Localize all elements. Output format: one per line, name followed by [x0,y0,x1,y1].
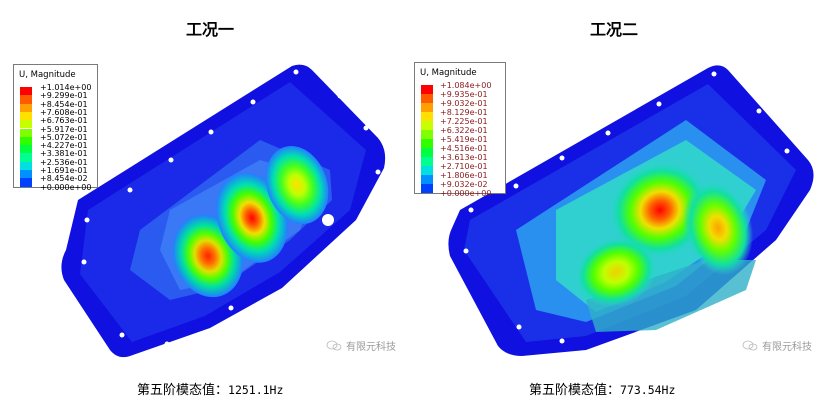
legend-value: +5.917e-01 [40,124,88,134]
legend-value: +9.299e-01 [40,91,88,101]
panel-case-2: 工况二 [414,0,832,410]
legend-value: +8.454e-01 [40,99,88,109]
legend-swatch [20,87,32,96]
watermark-text: 有限元科技 [346,342,396,353]
legend-value: +8.454e-02 [40,174,88,184]
legend-swatch [20,103,32,112]
legend-swatch [20,161,32,170]
legend-value: +9.032e-02 [440,180,488,189]
legend-swatch [20,128,32,137]
legend-value: +4.227e-01 [40,141,88,151]
legend-swatch [421,84,433,94]
legend-value: +4.516e-01 [440,144,488,153]
legend-value: +9.032e-01 [440,99,488,108]
legend-value: +8.129e-01 [440,108,488,117]
legend-value: +2.710e-01 [440,162,488,171]
legend-value: +6.763e-01 [40,116,88,126]
watermark-text: 有限元科技 [762,342,812,353]
legend-swatch [421,183,433,193]
legend-swatch [421,156,433,166]
legend-title: U, Magnitude [19,70,76,80]
modal-frequency-caption: 第五阶模态值：1251.1Hz [137,379,283,398]
legend-value: +1.014e+00 [40,83,92,92]
legend-value: +1.806e-01 [440,171,488,180]
caption-label: 第五阶模态值： [529,383,621,398]
legend-swatch [20,153,32,162]
legend-title: U, Magnitude [420,68,477,78]
legend-value: +5.419e-01 [440,135,488,144]
legend-swatch [421,129,433,139]
color-legend: U, Magnitude +1.014e+00 +9.299e-01 +8.454e… [13,64,98,191]
modal-frequency-caption: 第五阶模态值：773.54Hz [529,379,675,398]
legend-swatch [20,120,32,129]
legend-value: +0.000e+00 [40,182,92,192]
legend-swatch [421,174,433,184]
legend-swatch [20,136,32,146]
caption-value: 773.54Hz [620,383,676,397]
legend-swatch [421,93,433,103]
legend-swatch [20,170,32,179]
legend-swatch [20,95,32,104]
legend-value: +7.225e-01 [440,117,488,126]
panel-case-1: 工况一 [13,20,416,398]
legend-value: +2.536e-01 [40,157,88,167]
legend-value: +1.691e-01 [40,166,88,175]
legend-swatch [421,138,433,148]
legend-swatch [421,102,433,112]
fea-contour-plot [60,60,416,360]
color-legend: U, Magnitude +1.084e+00 +9.935e-01 +9.032e… [414,62,506,198]
wechat-icon [326,340,342,351]
legend-swatch [20,145,32,154]
legend-swatch [421,147,433,157]
caption-label: 第五阶模态值： [137,383,229,398]
legend-swatch [421,111,433,121]
watermark: 有限元科技 [742,338,812,353]
legend-value: +6.322e-01 [440,126,488,135]
watermark: 有限元科技 [326,338,396,353]
legend-value: +7.608e-01 [40,107,88,117]
legend-value: +5.072e-01 [40,132,88,142]
legend-value: +0.000e+00 [440,189,492,198]
legend-swatch [20,178,32,187]
wechat-icon [742,340,758,351]
fea-contour-plot [446,60,832,360]
legend-swatch [421,120,433,130]
legend-value: +9.935e-01 [440,90,488,99]
legend-value: +3.381e-01 [40,149,88,159]
panel-title: 工况一 [186,20,235,39]
caption-value: 1251.1Hz [228,383,284,397]
panel-title: 工况二 [590,20,639,39]
legend-swatch [421,165,433,175]
legend-value: +3.613e-01 [440,153,488,162]
legend-value: +1.084e+00 [440,81,492,90]
legend-swatch [20,111,32,121]
